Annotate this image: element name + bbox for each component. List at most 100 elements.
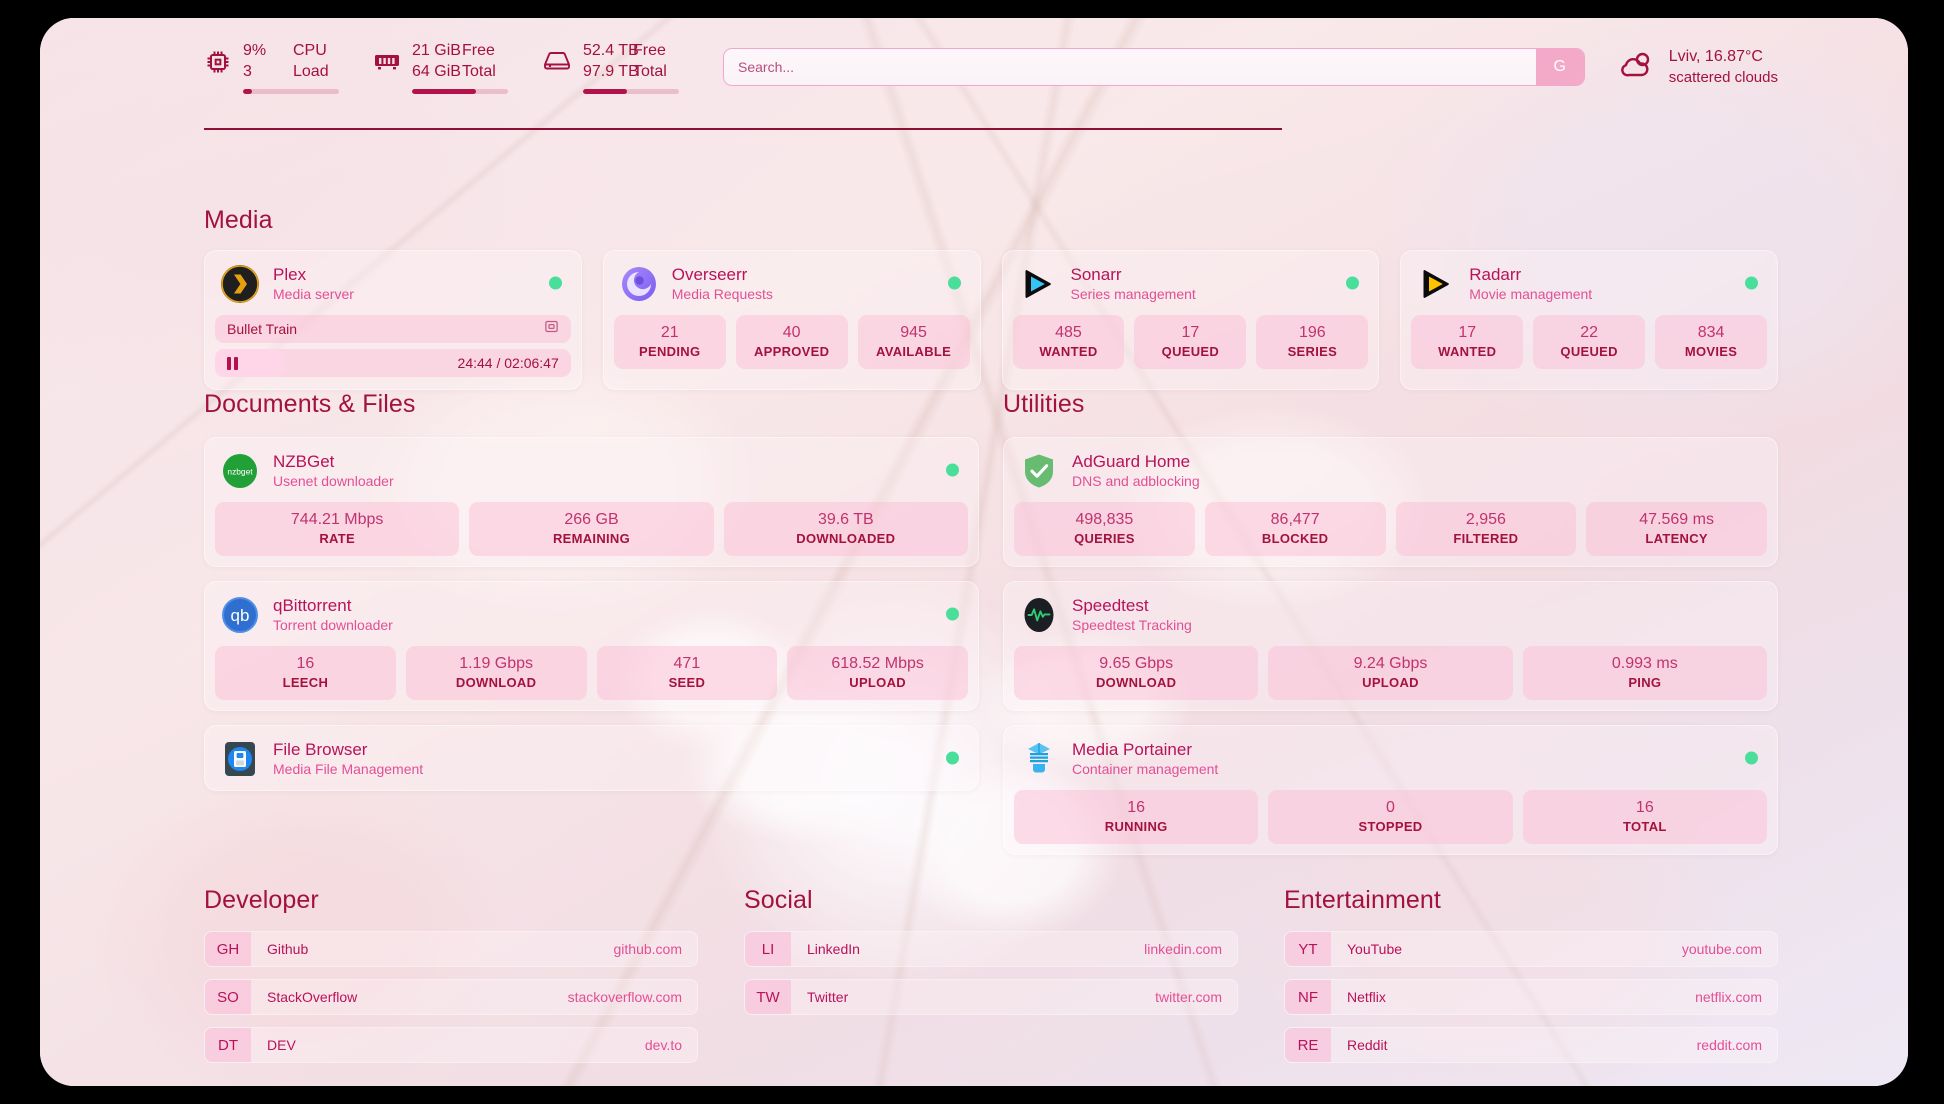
stat-tile[interactable]: 266 GB REMAINING [469,502,714,556]
service-name: AdGuard Home [1072,452,1191,471]
bookmark-name: Reddit [1347,1037,1388,1053]
stat-tile[interactable]: 86,477 BLOCKED [1204,502,1386,556]
bookmark-abbr: YT [1285,932,1331,966]
service-name: Speedtest [1072,596,1149,615]
stat-value: 618.52 Mbps [831,655,924,672]
stat-value: 2,956 [1465,511,1506,528]
qbittorrent-icon: qb [221,596,259,634]
stat-tile[interactable]: 16 LEECH [215,646,396,700]
bookmark-item[interactable]: LI LinkedIn linkedin.com [744,931,1238,967]
stat-tile[interactable]: 0.993 ms PING [1522,646,1767,700]
stat-tile[interactable]: 9.65 Gbps DOWNLOAD [1014,646,1259,700]
bookmark-item[interactable]: TW Twitter twitter.com [744,979,1238,1015]
stat-tile[interactable]: 196 SERIES [1256,315,1369,369]
bookmark-item[interactable]: YT YouTube youtube.com [1284,931,1778,967]
stat-tile[interactable]: 1.19 Gbps DOWNLOAD [405,646,587,700]
stat-value: 21 [660,324,679,341]
bookmark-group: Social LI LinkedIn linkedin.com TW Twitt… [744,886,1238,1075]
weather-widget[interactable]: Lviv, 16.87°C scattered clouds [1619,46,1778,88]
stat-value: 16 [1127,799,1146,816]
search-input[interactable] [724,59,1536,75]
bookmark-abbr: TW [745,980,791,1014]
stat-tile[interactable]: 744.21 Mbps RATE [215,502,460,556]
stat-value: 9.65 Gbps [1099,655,1174,672]
bookmark-abbr: NF [1285,980,1331,1014]
stat-value: 0.993 ms [1611,655,1678,672]
service-stats: 485 WANTED 17 QUEUED 196 SERIES [1003,315,1379,379]
bookmark-abbr: LI [745,932,791,966]
now-playing-bar[interactable]: Bullet Train [215,315,571,343]
bookmark-item[interactable]: RE Reddit reddit.com [1284,1027,1778,1063]
cast-icon[interactable] [544,319,559,339]
bookmark-group: Entertainment YT YouTube youtube.com NF … [1284,886,1778,1075]
service-card[interactable]: File Browser Media File Management [204,725,979,791]
stat-label: UPLOAD [1362,675,1419,690]
portainer-icon [1020,740,1058,778]
stat-label: APPROVED [753,344,830,359]
stat-value: 17 [1181,324,1200,341]
stat-tile[interactable]: 471 SEED [596,646,778,700]
search-box[interactable]: G [723,48,1585,86]
service-subtitle: Torrent downloader [273,617,393,633]
service-card[interactable]: qb qBittorrent Torrent downloader 16 LEE… [204,581,979,711]
bookmark-item[interactable]: DT DEV dev.to [204,1027,698,1063]
bookmark-item[interactable]: NF Netflix netflix.com [1284,979,1778,1015]
stat-tile[interactable]: 39.6 TB DOWNLOADED [723,502,968,556]
service-name: qBittorrent [273,596,352,615]
stat-tile[interactable]: 498,835 QUERIES [1014,502,1195,556]
stat-tile[interactable]: 0 STOPPED [1268,790,1513,844]
bookmark-group-title: Developer [204,886,319,914]
service-card[interactable]: Radarr Movie management 17 WANTED 22 QUE… [1400,250,1778,390]
service-card[interactable]: Media Portainer Container management 16 … [1003,725,1778,855]
playback-progress[interactable]: 24:44 / 02:06:47 [215,349,571,377]
stat-tile[interactable]: 21 PENDING [613,315,726,369]
service-card[interactable]: nzbget NZBGet Usenet downloader 744.21 M… [204,437,979,567]
resource-usage-bar [583,89,679,94]
service-card[interactable]: Speedtest Speedtest Tracking 9.65 Gbps D… [1003,581,1778,711]
stat-label: PING [1628,675,1662,690]
service-card[interactable]: Sonarr Series management 485 WANTED 17 Q… [1001,250,1380,390]
service-subtitle: Movie management [1469,286,1593,302]
service-card[interactable]: Overseerr Media Requests 21 PENDING 40 A… [602,250,981,390]
stat-value: 471 [673,655,701,672]
stat-tile[interactable]: 22 QUEUED [1533,315,1646,369]
stat-value: 39.6 TB [817,511,874,528]
resource-usage-bar [243,89,339,94]
service-card[interactable]: AdGuard Home DNS and adblocking 498,835 … [1003,437,1778,567]
stat-tile[interactable]: 16 RUNNING [1014,790,1259,844]
service-stats: 16 LEECH 1.19 Gbps DOWNLOAD 471 SEED 618… [205,646,978,710]
nzbget-icon: nzbget [221,452,259,490]
bookmark-abbr: GH [205,932,251,966]
bookmark-url: reddit.com [1696,1037,1762,1053]
section-title-documents: Documents & Files [204,390,416,418]
bookmark-item[interactable]: SO StackOverflow stackoverflow.com [204,979,698,1015]
service-name: Overseerr [671,265,748,284]
stat-tile[interactable]: 40 APPROVED [735,315,848,369]
section-title-utilities: Utilities [1003,390,1085,418]
stat-tile[interactable]: 47.569 ms LATENCY [1586,502,1767,556]
stat-tile[interactable]: 834 MOVIES [1655,315,1768,369]
service-subtitle: Series management [1070,286,1196,302]
bookmark-item[interactable]: GH Github github.com [204,931,698,967]
search-engine-button[interactable]: G [1535,49,1584,85]
stat-tile[interactable]: 16 TOTAL [1522,790,1767,844]
stat-tile[interactable]: 9.24 Gbps UPLOAD [1268,646,1513,700]
stat-tile[interactable]: 17 QUEUED [1134,315,1247,369]
status-badge [946,607,959,621]
stat-tile[interactable]: 485 WANTED [1012,315,1125,369]
status-badge [946,463,959,477]
stat-value: 266 GB [564,511,619,528]
stat-label: QUEUED [1560,344,1618,359]
stat-tile[interactable]: 2,956 FILTERED [1395,502,1577,556]
pause-icon[interactable] [227,356,238,370]
service-name: File Browser [273,740,368,759]
search-area: G [723,48,1585,86]
stat-tile[interactable]: 17 WANTED [1411,315,1524,369]
bookmark-name: DEV [267,1037,296,1053]
stat-tile[interactable]: 618.52 Mbps UPLOAD [787,646,968,700]
bookmark-url: linkedin.com [1144,941,1222,957]
service-card-header: AdGuard Home DNS and adblocking [1004,438,1777,502]
service-card[interactable]: Plex Media server Bullet Train 24:44 / 0… [204,250,582,390]
now-playing-title: Bullet Train [227,321,298,337]
stat-tile[interactable]: 945 AVAILABLE [857,315,970,369]
